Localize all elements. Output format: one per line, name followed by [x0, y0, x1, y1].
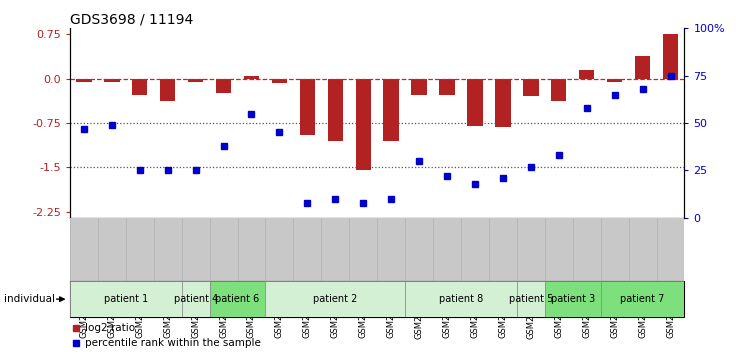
Text: log2 ratio: log2 ratio — [85, 322, 135, 332]
Bar — [383, 79, 399, 141]
Bar — [635, 56, 651, 79]
Bar — [523, 79, 539, 96]
Bar — [411, 79, 427, 95]
FancyBboxPatch shape — [517, 281, 545, 317]
Bar — [188, 79, 203, 82]
Bar — [272, 79, 287, 83]
Bar — [77, 79, 91, 81]
Bar — [579, 70, 595, 79]
Bar — [439, 79, 455, 95]
Text: patient 1: patient 1 — [104, 294, 148, 304]
Bar — [663, 34, 678, 79]
Text: patient 5: patient 5 — [509, 294, 553, 304]
Text: patient 8: patient 8 — [439, 294, 483, 304]
Bar — [467, 79, 483, 126]
Bar — [551, 79, 567, 101]
Bar — [132, 79, 147, 95]
Text: patient 7: patient 7 — [620, 294, 665, 304]
Bar — [216, 79, 231, 93]
Bar — [607, 79, 623, 81]
Bar — [104, 79, 119, 81]
Text: patient 2: patient 2 — [313, 294, 358, 304]
Text: individual: individual — [4, 294, 54, 304]
Text: percentile rank within the sample: percentile rank within the sample — [85, 338, 261, 348]
Bar — [328, 79, 343, 141]
Bar — [244, 76, 259, 79]
FancyBboxPatch shape — [210, 281, 266, 317]
Bar — [160, 79, 175, 101]
Text: patient 6: patient 6 — [216, 294, 260, 304]
Text: patient 4: patient 4 — [174, 294, 218, 304]
FancyBboxPatch shape — [601, 281, 684, 317]
FancyBboxPatch shape — [182, 281, 210, 317]
FancyBboxPatch shape — [545, 281, 601, 317]
Text: patient 3: patient 3 — [551, 294, 595, 304]
Text: GDS3698 / 11194: GDS3698 / 11194 — [70, 12, 193, 27]
FancyBboxPatch shape — [70, 281, 182, 317]
Bar — [355, 79, 371, 170]
FancyBboxPatch shape — [405, 281, 517, 317]
Bar — [300, 79, 315, 135]
Bar — [495, 79, 511, 127]
FancyBboxPatch shape — [266, 281, 405, 317]
